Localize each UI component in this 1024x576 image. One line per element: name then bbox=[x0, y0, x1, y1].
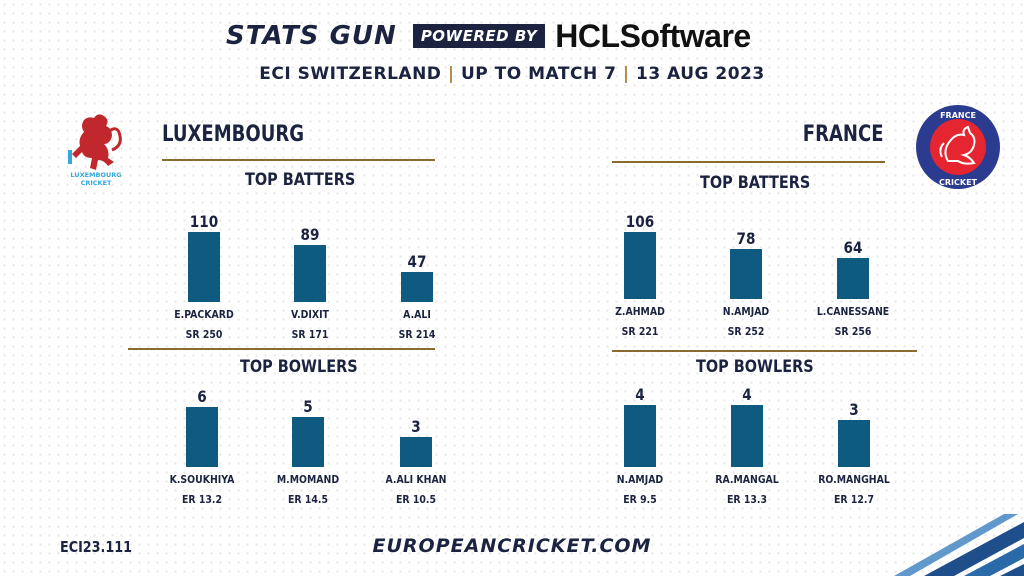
rate-label: ER 13.2 bbox=[182, 493, 222, 506]
category-label: N.AMJAD bbox=[722, 305, 770, 318]
bar-a-ali bbox=[401, 272, 433, 302]
category-label: Z.AHMAD bbox=[615, 305, 665, 318]
data-label: 47 bbox=[407, 252, 427, 271]
team-name-france: FRANCE bbox=[803, 122, 884, 147]
rate-label: SR 252 bbox=[727, 325, 765, 338]
category-label: N.AMJAD bbox=[616, 473, 664, 486]
category-label: A.ALI KHAN bbox=[385, 473, 447, 486]
rate-label: SR 214 bbox=[398, 328, 436, 341]
category-label: E.PACKARD bbox=[174, 308, 234, 321]
france-logo-text-1: FRANCE bbox=[940, 111, 976, 120]
category-label: K.SOUKHIYA bbox=[169, 473, 235, 486]
category-label: L.CANESSANE bbox=[816, 305, 890, 318]
france-cricket-logo: FRANCE CRICKET bbox=[914, 103, 1002, 191]
data-label: 4 bbox=[742, 385, 752, 404]
luxembourg-cricket-logo: LUXEMBOURG CRICKET bbox=[64, 112, 128, 192]
subtitle-event: ECI SWITZERLAND bbox=[259, 64, 442, 84]
corner-stripes-decoration bbox=[894, 514, 1024, 576]
divider-lux-top bbox=[162, 159, 435, 161]
divider-france-mid bbox=[612, 350, 917, 352]
divider-france-top bbox=[612, 161, 885, 163]
bar-ro-manghal bbox=[838, 420, 870, 467]
data-label: 78 bbox=[736, 229, 756, 248]
graphic-code: ECI23.111 bbox=[60, 538, 133, 556]
bar-ra-mangal bbox=[731, 405, 763, 467]
category-label: A.ALI bbox=[403, 308, 431, 321]
lux-logo-text-2: CRICKET bbox=[81, 179, 112, 187]
team-name-luxembourg: LUXEMBOURG bbox=[162, 122, 305, 147]
rate-label: ER 13.3 bbox=[727, 493, 767, 506]
subtitle-separator: | bbox=[447, 64, 455, 84]
rate-label: ER 14.5 bbox=[288, 493, 328, 506]
france-bowlers-title: TOP BOWLERS bbox=[696, 357, 814, 377]
data-label: 5 bbox=[303, 397, 313, 416]
website-link[interactable]: EUROPEANCRICKET.COM bbox=[372, 535, 652, 557]
header-logo: STATS GUN POWERED BY HCLSoftware bbox=[226, 17, 806, 55]
rate-label: ER 12.7 bbox=[834, 493, 874, 506]
rate-label: SR 171 bbox=[291, 328, 329, 341]
lion-icon: LUXEMBOURG CRICKET bbox=[68, 114, 122, 187]
lux-bowlers-title: TOP BOWLERS bbox=[240, 357, 358, 377]
category-label: RA.MANGAL bbox=[715, 473, 779, 486]
data-label: 106 bbox=[625, 212, 655, 231]
data-label: 64 bbox=[843, 238, 863, 257]
sponsor-logo: HCLSoftware bbox=[555, 17, 751, 54]
powered-by-badge: POWERED BY bbox=[412, 24, 546, 48]
bar-e-packard bbox=[188, 232, 220, 302]
bar-k-soukhiya bbox=[186, 407, 218, 467]
category-label: M.MOMAND bbox=[276, 473, 340, 486]
rate-label: SR 250 bbox=[185, 328, 223, 341]
subtitle-match: UP TO MATCH 7 bbox=[460, 64, 617, 84]
divider-lux-mid bbox=[128, 348, 435, 350]
brand-title: STATS GUN bbox=[226, 21, 397, 51]
rate-label: ER 10.5 bbox=[396, 493, 436, 506]
bar-m-momand bbox=[292, 417, 324, 467]
bar-n-amjad bbox=[730, 249, 762, 299]
data-label: 110 bbox=[189, 212, 219, 231]
bar-v-dixit bbox=[294, 245, 326, 302]
rate-label: ER 9.5 bbox=[623, 493, 657, 506]
subtitle-separator: | bbox=[622, 64, 630, 84]
bar-z-ahmad bbox=[624, 232, 656, 299]
data-label: 3 bbox=[849, 400, 859, 419]
data-label: 89 bbox=[300, 225, 320, 244]
category-label: RO.MANGHAL bbox=[818, 473, 890, 486]
category-label: V.DIXIT bbox=[291, 308, 329, 321]
subtitle-date: 13 AUG 2023 bbox=[635, 64, 765, 84]
data-label: 3 bbox=[411, 417, 421, 436]
rate-label: SR 221 bbox=[621, 325, 659, 338]
data-label: 6 bbox=[197, 387, 207, 406]
france-batters-title: TOP BATTERS bbox=[700, 173, 811, 193]
lux-batters-title: TOP BATTERS bbox=[245, 170, 356, 190]
rate-label: SR 256 bbox=[834, 325, 872, 338]
data-label: 4 bbox=[635, 385, 645, 404]
bar-n-amjad bbox=[624, 405, 656, 467]
lux-logo-text-1: LUXEMBOURG bbox=[70, 171, 121, 179]
bar-l-canessane bbox=[837, 258, 869, 299]
bar-a-ali-khan bbox=[400, 437, 432, 467]
page-subtitle: ECI SWITZERLAND | UP TO MATCH 7 | 13 AUG… bbox=[0, 64, 1024, 84]
france-logo-text-2: CRICKET bbox=[939, 178, 978, 187]
rooster-badge-icon: FRANCE CRICKET bbox=[916, 105, 1000, 189]
